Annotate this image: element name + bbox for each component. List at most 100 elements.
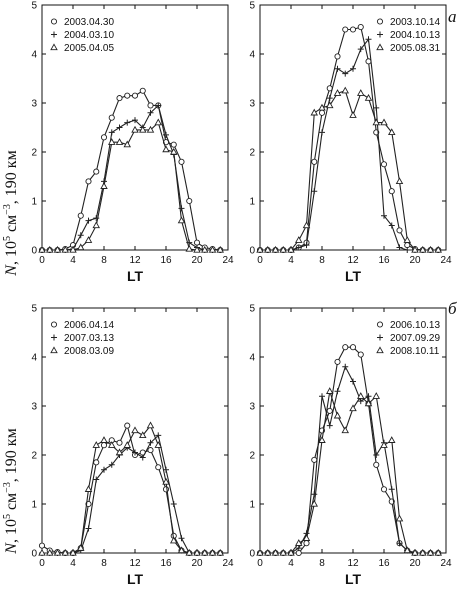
- data-point: [123, 140, 132, 148]
- legend: 2003.10.14 2004.10.13 2005.08.31: [376, 17, 440, 54]
- data-point: [325, 387, 334, 394]
- data-point: [200, 548, 209, 556]
- y-tick-label: 4: [249, 50, 255, 61]
- data-point: [170, 141, 177, 148]
- data-point: [147, 102, 154, 109]
- data-point: [45, 245, 54, 253]
- x-tick-label: 0: [39, 255, 45, 266]
- legend-marker: [376, 18, 384, 25]
- y-tick-label: 3: [31, 99, 37, 110]
- series-2003.10.14: [256, 23, 442, 254]
- data-point: [147, 109, 154, 116]
- data-point: [69, 245, 77, 253]
- data-point: [100, 182, 108, 189]
- data-point: [138, 431, 147, 439]
- data-point: [349, 404, 357, 412]
- series-line: [260, 37, 439, 251]
- legend-entry: 2006.04.14: [64, 320, 114, 331]
- data-point: [178, 158, 185, 165]
- data-point: [124, 422, 131, 429]
- data-point: [365, 393, 372, 400]
- y-tick-label: 5: [249, 304, 255, 315]
- data-point: [318, 109, 326, 116]
- data-point: [326, 422, 333, 429]
- chart-panel-2: 0 4 8 12 16 20 24012345LT2003.10.142004.10.132…: [249, 1, 452, 285]
- x-tick-label: 8: [319, 558, 325, 569]
- data-point: [115, 448, 124, 456]
- data-point: [303, 540, 310, 547]
- data-point: [131, 92, 139, 99]
- legend-entry: 2005.08.31: [390, 43, 440, 54]
- data-point: [403, 236, 412, 243]
- series-line: [42, 121, 221, 251]
- x-tick-label: 16: [378, 558, 390, 569]
- data-point: [169, 536, 178, 544]
- data-point: [85, 178, 92, 185]
- y-tick-label: 5: [31, 1, 37, 12]
- data-point: [100, 134, 108, 141]
- data-point: [85, 217, 92, 224]
- legend-entry: 2006.10.13: [390, 320, 440, 331]
- data-point: [334, 53, 341, 60]
- data-point: [365, 36, 372, 43]
- series-line: [42, 434, 221, 554]
- y-label-units-exp: −3: [2, 482, 13, 493]
- y-tick-label: 3: [249, 99, 255, 110]
- y-tick-label: 1: [31, 197, 37, 208]
- data-point: [116, 124, 123, 131]
- data-point: [342, 344, 349, 351]
- series-2005.04.05: [38, 118, 225, 253]
- data-point: [434, 245, 443, 253]
- data-point: [349, 111, 357, 118]
- data-point: [92, 221, 101, 229]
- data-point: [146, 421, 155, 429]
- data-point: [295, 549, 302, 557]
- data-point: [334, 388, 341, 395]
- data-point: [139, 454, 146, 461]
- data-point: [395, 177, 404, 185]
- data-point: [326, 95, 333, 102]
- data-point: [302, 534, 311, 541]
- x-tick-label: 4: [288, 558, 294, 569]
- x-tick-label: 8: [101, 255, 107, 266]
- y-tick-label: 4: [249, 353, 255, 364]
- data-point: [303, 242, 310, 249]
- legend-marker: [376, 321, 384, 328]
- data-point: [169, 147, 178, 155]
- data-point: [271, 245, 280, 253]
- data-point: [294, 236, 303, 243]
- data-point: [341, 86, 350, 94]
- plot-frame: [259, 4, 447, 251]
- data-point: [372, 392, 381, 399]
- y-label-units: см: [3, 215, 20, 236]
- data-point: [319, 393, 325, 400]
- x-tick-label: 8: [101, 558, 107, 569]
- data-point: [53, 548, 62, 556]
- data-point: [154, 118, 163, 126]
- data-point: [271, 548, 280, 556]
- data-point: [163, 131, 169, 138]
- data-point: [373, 452, 380, 458]
- data-point: [364, 93, 373, 101]
- data-point: [279, 548, 288, 556]
- data-point: [162, 145, 170, 153]
- x-axis-label: LT: [345, 268, 362, 284]
- legend-marker: [376, 43, 384, 51]
- x-axis-label: LT: [127, 571, 144, 587]
- y-label-n: N: [3, 542, 20, 555]
- data-point: [396, 244, 403, 251]
- data-point: [395, 514, 404, 522]
- data-point: [434, 548, 443, 556]
- y-label-units-exp: −3: [2, 204, 13, 215]
- data-point: [373, 461, 380, 468]
- series-line: [42, 104, 221, 251]
- y-tick-label: 0: [31, 246, 37, 257]
- data-point: [333, 89, 342, 96]
- legend-entry: 2007.09.29: [390, 333, 440, 344]
- y-tick-label: 1: [249, 197, 255, 208]
- data-point: [426, 548, 435, 556]
- data-point: [319, 129, 325, 136]
- data-point: [388, 188, 395, 195]
- x-tick-label: 20: [191, 558, 203, 569]
